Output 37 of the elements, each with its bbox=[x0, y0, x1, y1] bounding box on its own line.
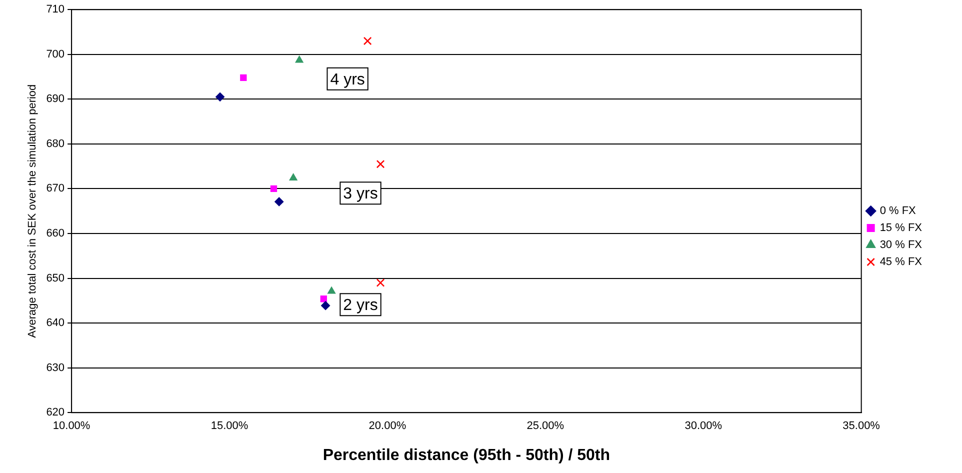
annotation: 4 yrs bbox=[330, 71, 365, 88]
point bbox=[328, 286, 336, 294]
y-tick-label: 640 bbox=[46, 317, 65, 330]
x-tick-label: 20.00% bbox=[368, 420, 406, 432]
legend-label: 45 % FX bbox=[880, 256, 923, 268]
y-tick-label: 680 bbox=[46, 138, 65, 150]
legend-label: 15 % FX bbox=[880, 222, 923, 234]
x-axis-title: Percentile distance (95th - 50th) / 50th bbox=[322, 446, 610, 464]
y-tick-label: 710 bbox=[46, 4, 65, 16]
point bbox=[216, 92, 225, 102]
y-tick-label: 630 bbox=[46, 362, 65, 374]
annotation: 3 yrs bbox=[343, 186, 378, 203]
y-tick-label: 690 bbox=[46, 93, 65, 106]
point bbox=[376, 160, 385, 168]
x-tick-label: 25.00% bbox=[526, 420, 564, 432]
x-tick-label: 30.00% bbox=[684, 420, 722, 432]
point bbox=[274, 197, 284, 206]
point bbox=[376, 278, 385, 287]
y-axis-title: Average total cost in SEK over the simulation period bbox=[26, 84, 39, 338]
y-tick-label: 650 bbox=[46, 272, 65, 284]
y-tick-label: 620 bbox=[46, 406, 65, 419]
point bbox=[320, 296, 327, 302]
y-tick-label: 670 bbox=[46, 182, 65, 195]
legend-label: 0 % FX bbox=[880, 205, 917, 218]
annotation: 2 yrs bbox=[343, 297, 378, 314]
y-tick-label: 660 bbox=[46, 228, 65, 240]
legend-label: 30 % FX bbox=[880, 239, 923, 252]
x-tick-label: 10.00% bbox=[52, 420, 90, 432]
point bbox=[295, 56, 304, 63]
point bbox=[321, 301, 330, 310]
x-tick-label: 35.00% bbox=[842, 420, 880, 432]
point bbox=[240, 74, 247, 81]
point bbox=[289, 173, 298, 180]
point bbox=[270, 185, 278, 192]
y-tick-label: 700 bbox=[46, 48, 65, 60]
point bbox=[363, 36, 372, 46]
x-tick-label: 15.00% bbox=[210, 420, 248, 432]
